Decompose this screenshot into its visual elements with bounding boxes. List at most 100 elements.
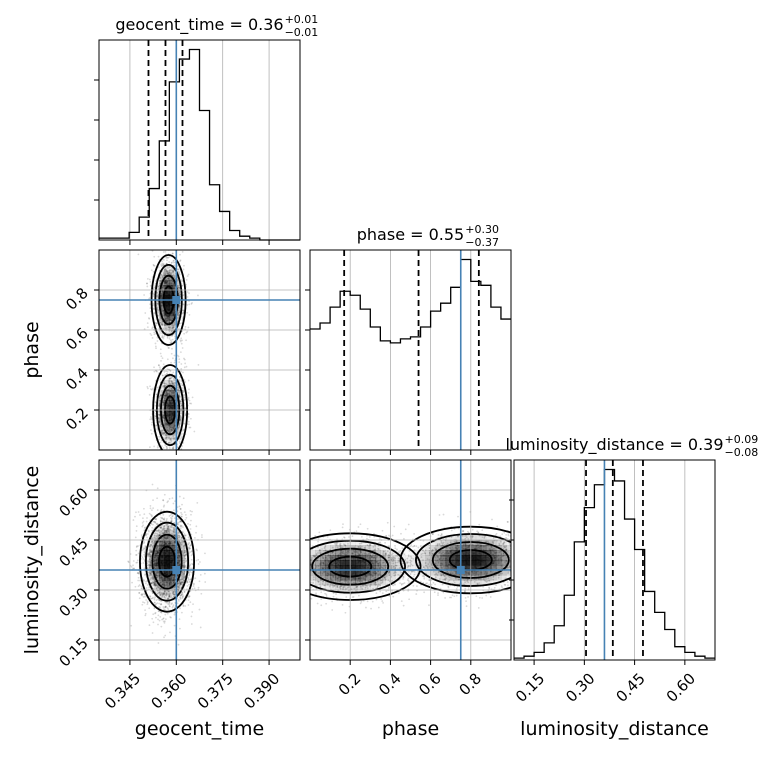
sample-point bbox=[173, 378, 176, 381]
sample-point bbox=[162, 286, 165, 289]
sample-point bbox=[184, 362, 187, 365]
sample-point bbox=[158, 366, 161, 369]
sample-point bbox=[132, 564, 134, 567]
sample-point bbox=[171, 280, 173, 283]
sample-point bbox=[180, 405, 183, 407]
sample-point bbox=[158, 399, 161, 402]
sample-point bbox=[165, 437, 168, 440]
sample-point bbox=[186, 576, 189, 579]
sample-point bbox=[185, 278, 188, 281]
sample-point bbox=[176, 430, 179, 433]
sample-point bbox=[178, 376, 181, 378]
sample-point bbox=[182, 391, 185, 394]
sample-point bbox=[158, 438, 160, 441]
sample-point bbox=[197, 558, 200, 561]
sample-point bbox=[156, 592, 159, 595]
sample-point bbox=[172, 391, 175, 393]
sample-point bbox=[181, 384, 184, 386]
sample-point bbox=[176, 574, 179, 577]
density-cell bbox=[164, 420, 170, 426]
sample-point bbox=[154, 583, 157, 586]
sample-point bbox=[170, 430, 173, 432]
sample-point bbox=[190, 303, 193, 305]
sample-point bbox=[177, 551, 180, 554]
sample-point bbox=[168, 380, 171, 383]
sample-point bbox=[172, 591, 175, 594]
sample-point bbox=[170, 582, 173, 584]
sample-point bbox=[180, 578, 183, 581]
sample-point bbox=[167, 277, 169, 280]
sample-point bbox=[149, 578, 151, 581]
sample-point bbox=[184, 575, 186, 578]
sample-point bbox=[160, 308, 163, 311]
sample-point bbox=[182, 371, 184, 374]
sample-point bbox=[177, 268, 179, 271]
sample-point bbox=[161, 584, 164, 586]
hist-frame bbox=[513, 459, 716, 661]
sample-point bbox=[172, 437, 174, 440]
sample-point bbox=[163, 237, 165, 239]
sample-point bbox=[181, 575, 184, 578]
sample-point bbox=[168, 595, 170, 598]
sample-point bbox=[161, 332, 164, 335]
sample-point bbox=[166, 426, 169, 429]
sample-point bbox=[167, 392, 170, 395]
density-cell bbox=[159, 285, 165, 291]
sample-point bbox=[165, 436, 168, 439]
sample-point bbox=[158, 405, 160, 407]
sample-point bbox=[179, 340, 182, 343]
sample-point bbox=[163, 386, 166, 388]
sample-point bbox=[188, 303, 191, 306]
sample-point bbox=[152, 292, 155, 295]
density-cell bbox=[169, 285, 175, 291]
density-cell bbox=[164, 315, 170, 321]
sample-point bbox=[153, 366, 155, 369]
sample-point bbox=[177, 355, 180, 358]
sample-point bbox=[153, 331, 156, 334]
sample-point bbox=[162, 386, 165, 389]
sample-point bbox=[143, 527, 146, 529]
sample-point bbox=[157, 285, 160, 288]
sample-point bbox=[182, 595, 184, 598]
sample-point bbox=[161, 541, 164, 544]
sample-point bbox=[163, 621, 166, 624]
sample-point bbox=[155, 393, 158, 396]
sample-point bbox=[177, 540, 180, 543]
sample-point bbox=[169, 528, 172, 531]
sample-point bbox=[166, 372, 168, 375]
sample-point bbox=[168, 595, 171, 598]
sample-point bbox=[170, 583, 173, 586]
sample-point bbox=[141, 593, 144, 596]
sample-point bbox=[152, 307, 155, 310]
sample-point bbox=[158, 405, 161, 408]
sample-point bbox=[164, 590, 167, 593]
sample-point bbox=[153, 308, 156, 311]
sample-point bbox=[169, 375, 172, 378]
sample-point bbox=[159, 519, 162, 522]
sample-point bbox=[164, 324, 166, 326]
sample-point bbox=[172, 447, 175, 450]
sample-point bbox=[166, 370, 169, 373]
sample-point bbox=[130, 624, 133, 627]
sample-point bbox=[184, 381, 187, 383]
sample-point bbox=[152, 295, 155, 298]
sample-point bbox=[147, 533, 149, 535]
sample-point bbox=[147, 387, 149, 390]
sample-point bbox=[158, 619, 161, 622]
sample-point bbox=[146, 282, 148, 285]
sample-point bbox=[182, 294, 185, 296]
sample-point bbox=[158, 403, 161, 405]
sample-point bbox=[137, 545, 140, 547]
sample-point bbox=[166, 271, 168, 274]
sample-point bbox=[172, 270, 175, 273]
panel-title-geocent_time: geocent_time = 0.36 bbox=[115, 15, 283, 35]
sample-point bbox=[185, 552, 187, 555]
sample-point bbox=[161, 324, 164, 327]
sample-point bbox=[169, 281, 172, 284]
sample-point bbox=[159, 607, 162, 609]
sample-point bbox=[173, 383, 175, 385]
sample-point bbox=[166, 592, 168, 595]
sample-point bbox=[172, 502, 175, 505]
sample-point bbox=[160, 323, 163, 326]
sample-point bbox=[161, 277, 164, 279]
